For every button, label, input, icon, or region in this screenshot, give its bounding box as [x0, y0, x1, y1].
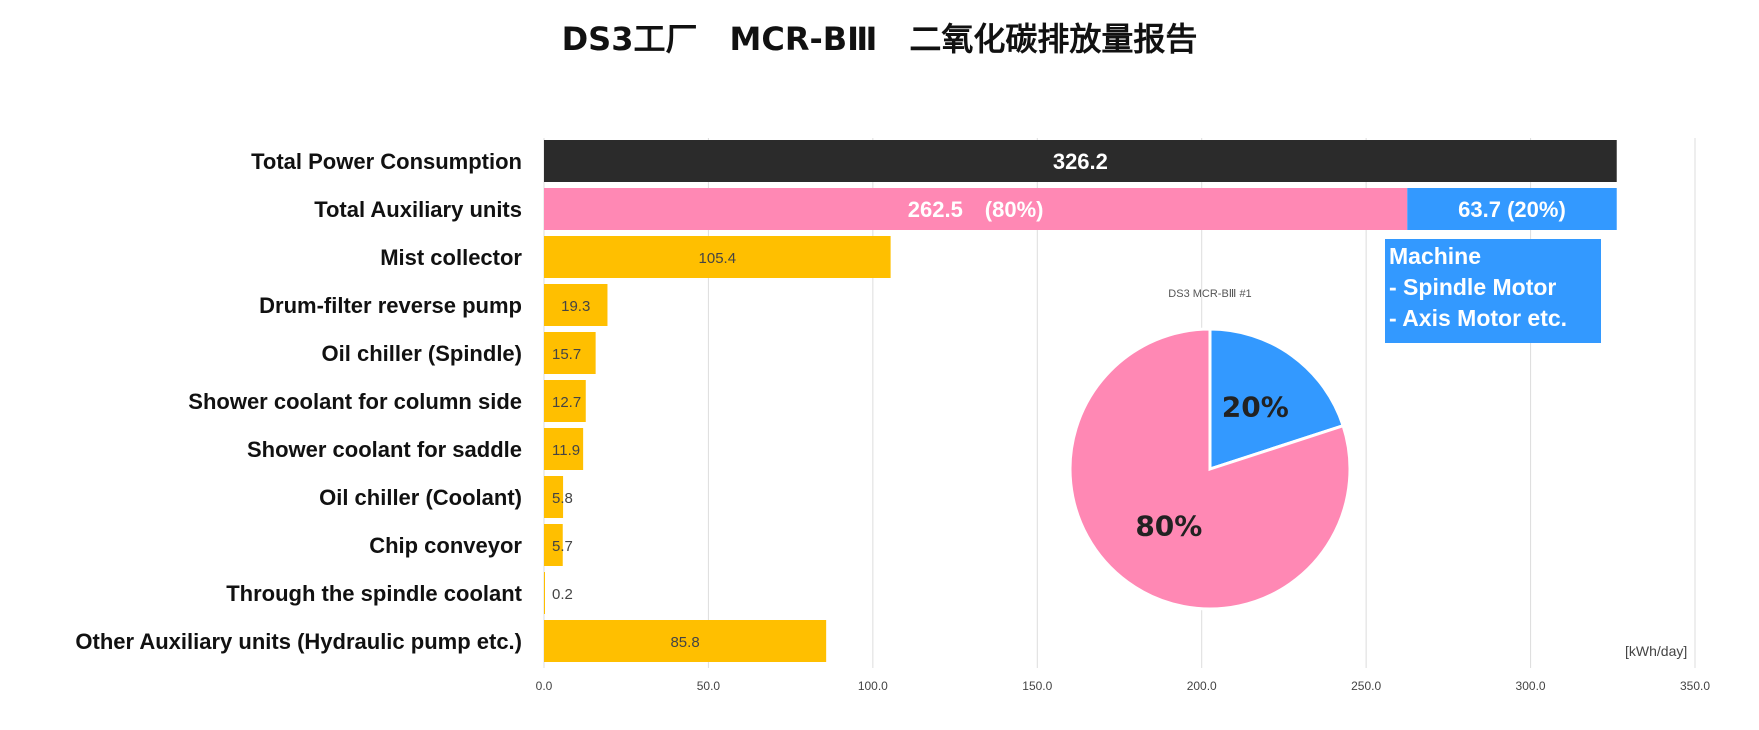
bar: [544, 332, 596, 374]
bar-value-label: 5.8: [552, 490, 573, 507]
x-axis-ticks: 0.0 50.0 100.0 150.0 200.0 250.0 300.0 350.0: [536, 679, 1711, 693]
bar-value-label: 105.4: [699, 250, 737, 267]
x-tick-label: 150.0: [1022, 679, 1052, 693]
category-label: Total Auxiliary units: [314, 197, 522, 222]
category-label: Chip conveyor: [369, 533, 522, 558]
bar-value-label: 326.2: [1053, 149, 1108, 174]
bar: [544, 428, 584, 470]
bar: [544, 380, 586, 422]
category-labels: Total Power Consumption Total Auxiliary u…: [75, 149, 522, 654]
bar-value-label: 5.7: [552, 538, 573, 555]
category-label: Mist collector: [380, 245, 522, 270]
x-tick-label: 250.0: [1351, 679, 1381, 693]
machine-annotation-line: Machine: [1389, 243, 1482, 269]
bar: [544, 572, 545, 614]
bar: [544, 476, 564, 518]
x-tick-label: 350.0: [1680, 679, 1710, 693]
category-label: Oil chiller (Spindle): [322, 341, 522, 366]
category-label: Shower coolant for saddle: [247, 437, 522, 462]
bar-value-label: 12.7: [552, 394, 581, 411]
bar: [544, 236, 891, 278]
page-title: DS3工厂 MCR-BⅢ 二氧化碳排放量报告: [561, 20, 1198, 58]
x-tick-label: 50.0: [697, 679, 721, 693]
pie-slice-label: 20%: [1222, 391, 1289, 424]
bar-value-label: 19.3: [561, 298, 590, 315]
pie-slice: [1068, 327, 1352, 611]
x-tick-label: 100.0: [858, 679, 888, 693]
x-tick-label: 0.0: [536, 679, 553, 693]
bar-value-label: 15.7: [552, 346, 581, 363]
pie-chart: DS3 MCR-BⅢ #1 20% 80%: [1068, 288, 1352, 611]
bar-machine-segment: [1407, 188, 1617, 230]
bar-value-label: 0.2: [552, 586, 573, 603]
bar: [544, 284, 608, 326]
pie-slice: [1208, 327, 1346, 472]
machine-annotation-line: - Axis Motor etc.: [1389, 305, 1568, 331]
category-label: Oil chiller (Coolant): [319, 485, 522, 510]
category-label: Total Power Consumption: [251, 149, 522, 174]
category-label: Other Auxiliary units (Hydraulic pump et…: [75, 629, 522, 654]
machine-segment-label: 63.7 (20%): [1458, 197, 1566, 222]
x-tick-label: 300.0: [1516, 679, 1546, 693]
bar: [544, 140, 1617, 182]
bar-value-label: 85.8: [670, 634, 699, 651]
category-label: Drum-filter reverse pump: [259, 293, 522, 318]
bars: 326.2 262.5 (80%) 105.4 19.3 15.7 12.7 11.9 5.8…: [544, 140, 1617, 662]
machine-annotation: Machine - Spindle Motor - Axis Motor etc…: [1385, 239, 1601, 343]
category-label: Shower coolant for column side: [188, 389, 522, 414]
machine-annotation-line: - Spindle Motor: [1389, 274, 1557, 300]
pie-slice-label: 80%: [1135, 510, 1202, 543]
bar-value-label: 11.9: [552, 442, 580, 459]
bar: [544, 524, 563, 566]
pie-title: DS3 MCR-BⅢ #1: [1168, 288, 1251, 300]
bar: [544, 188, 1408, 230]
x-tick-label: 200.0: [1187, 679, 1217, 693]
x-axis-unit-label: [kWh/day]: [1625, 643, 1687, 659]
bar: [544, 620, 827, 662]
category-label: Through the spindle coolant: [226, 581, 522, 606]
bar-value-label: 262.5 (80%): [908, 197, 1044, 222]
